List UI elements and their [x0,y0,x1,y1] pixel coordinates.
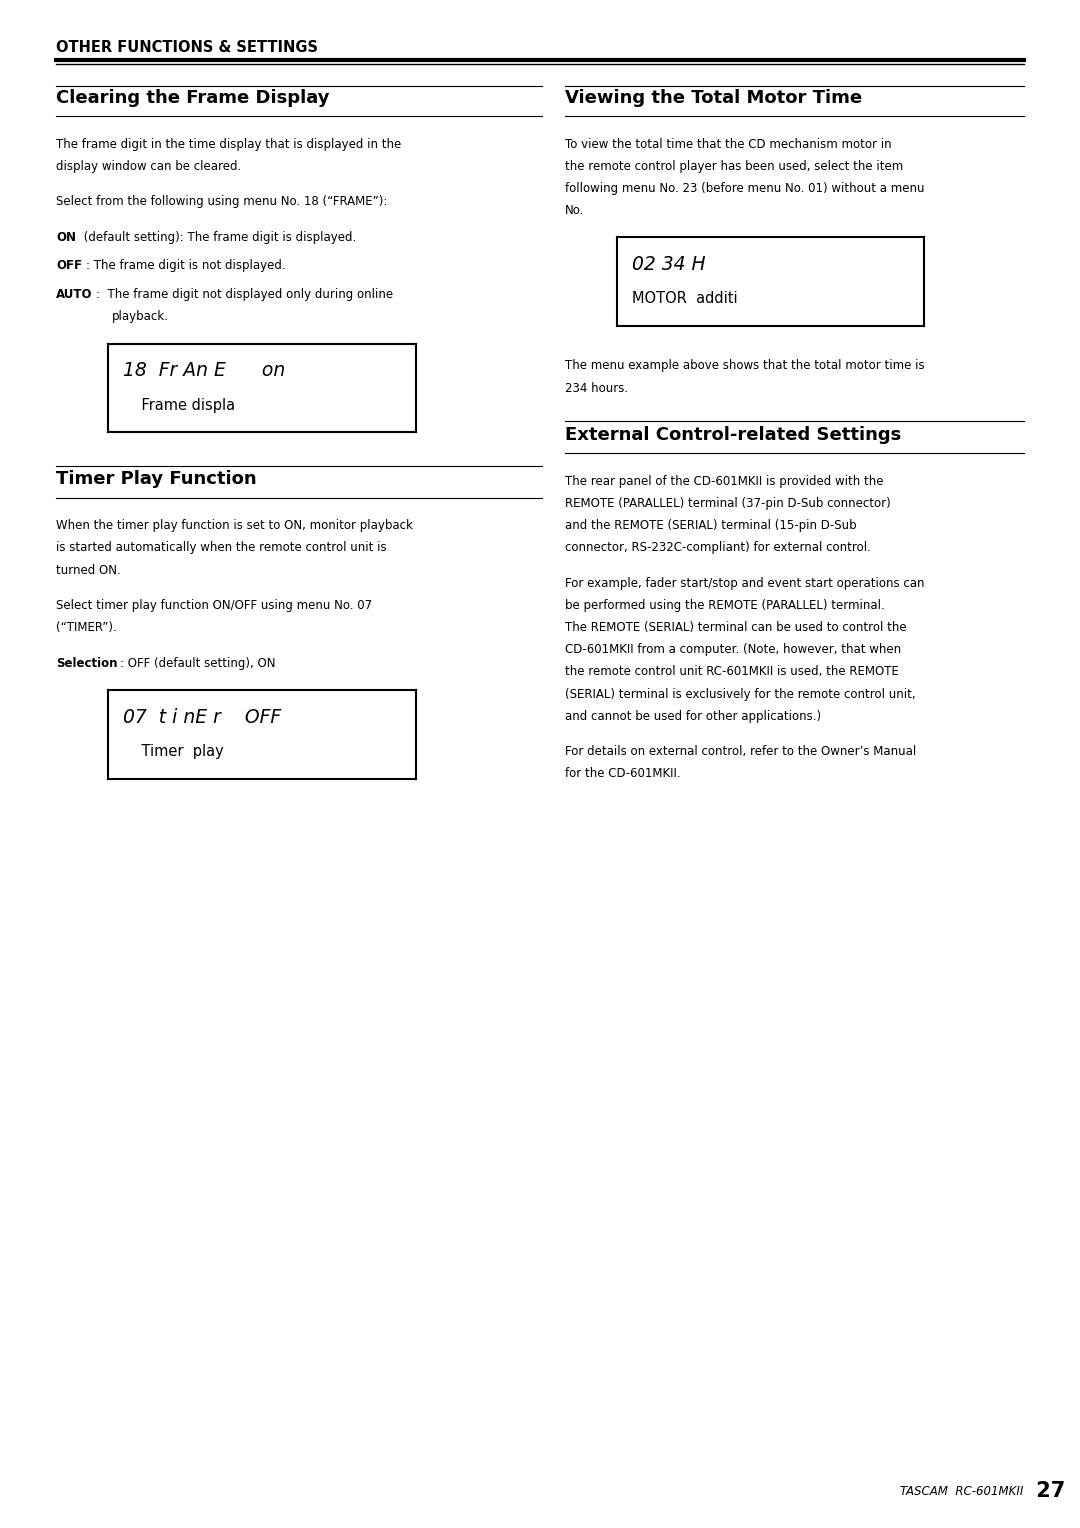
Text: the remote control player has been used, select the item: the remote control player has been used,… [565,160,903,173]
Text: 02 34 H: 02 34 H [632,255,705,274]
Text: Timer Play Function: Timer Play Function [56,471,257,489]
Text: AUTO: AUTO [56,289,93,301]
Text: REMOTE (PARALLEL) terminal (37-pin D-Sub connector): REMOTE (PARALLEL) terminal (37-pin D-Sub… [565,497,891,510]
Text: be performed using the REMOTE (PARALLEL) terminal.: be performed using the REMOTE (PARALLEL)… [565,599,885,611]
Text: OFF: OFF [56,260,82,272]
Text: the remote control unit RC-601MKII is used, the REMOTE: the remote control unit RC-601MKII is us… [565,665,899,678]
Text: For details on external control, refer to the Owner’s Manual: For details on external control, refer t… [565,746,916,758]
Text: The menu example above shows that the total motor time is: The menu example above shows that the to… [565,359,924,373]
Text: is started automatically when the remote control unit is: is started automatically when the remote… [56,541,387,555]
Text: External Control-related Settings: External Control-related Settings [565,426,901,445]
Text: ON: ON [56,231,77,243]
Text: Select timer play function ON/OFF using menu No. 07: Select timer play function ON/OFF using … [56,599,373,613]
Text: Selection: Selection [56,657,118,669]
Text: 234 hours.: 234 hours. [565,382,627,394]
Text: The frame digit in the time display that is displayed in the: The frame digit in the time display that… [56,138,402,151]
Text: (SERIAL) terminal is exclusively for the remote control unit,: (SERIAL) terminal is exclusively for the… [565,688,916,700]
Text: Frame displa: Frame displa [123,397,235,413]
Text: 18  Fr An E      on: 18 Fr An E on [123,361,285,380]
Text: 27: 27 [1029,1481,1066,1502]
Text: (default setting): The frame digit is displayed.: (default setting): The frame digit is di… [80,231,356,243]
Text: (“TIMER”).: (“TIMER”). [56,622,117,634]
Text: For example, fader start/stop and event start operations can: For example, fader start/stop and event … [565,576,924,590]
Text: display window can be cleared.: display window can be cleared. [56,160,242,173]
Text: : The frame digit is not displayed.: : The frame digit is not displayed. [86,260,286,272]
Text: and cannot be used for other applications.): and cannot be used for other application… [565,709,821,723]
Text: : OFF (default setting), ON: : OFF (default setting), ON [120,657,275,669]
Text: Viewing the Total Motor Time: Viewing the Total Motor Time [565,89,862,107]
Text: The rear panel of the CD-601MKII is provided with the: The rear panel of the CD-601MKII is prov… [565,475,883,487]
Text: OTHER FUNCTIONS & SETTINGS: OTHER FUNCTIONS & SETTINGS [56,40,319,55]
Text: for the CD-601MKII.: for the CD-601MKII. [565,767,680,781]
Text: To view the total time that the CD mechanism motor in: To view the total time that the CD mecha… [565,138,891,151]
Text: playback.: playback. [112,310,170,324]
Text: connector, RS-232C-compliant) for external control.: connector, RS-232C-compliant) for extern… [565,541,870,555]
Text: MOTOR  additi: MOTOR additi [632,292,738,306]
Text: Timer  play: Timer play [123,744,225,759]
Text: :  The frame digit not displayed only during online: : The frame digit not displayed only dur… [96,289,393,301]
Text: following menu No. 23 (before menu No. 01) without a menu: following menu No. 23 (before menu No. 0… [565,182,924,196]
Text: Clearing the Frame Display: Clearing the Frame Display [56,89,329,107]
Text: When the timer play function is set to ON, monitor playback: When the timer play function is set to O… [56,520,413,532]
Text: 07  t i nE r    OFF: 07 t i nE r OFF [123,707,282,727]
Text: turned ON.: turned ON. [56,564,121,576]
Text: Select from the following using menu No. 18 (“FRAME”):: Select from the following using menu No.… [56,196,388,208]
Text: and the REMOTE (SERIAL) terminal (15-pin D-Sub: and the REMOTE (SERIAL) terminal (15-pin… [565,520,856,532]
Text: CD-601MKII from a computer. (Note, however, that when: CD-601MKII from a computer. (Note, howev… [565,643,901,656]
Text: TASCAM  RC-601MKII: TASCAM RC-601MKII [901,1485,1024,1497]
Text: The REMOTE (SERIAL) terminal can be used to control the: The REMOTE (SERIAL) terminal can be used… [565,620,906,634]
Text: No.: No. [565,203,584,217]
